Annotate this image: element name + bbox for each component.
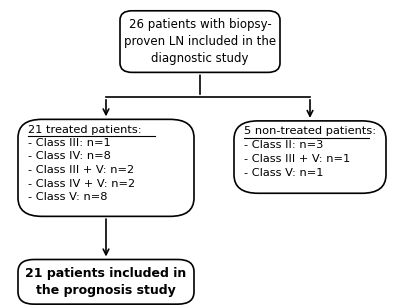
Text: 5 non-treated patients:: 5 non-treated patients:: [244, 127, 376, 136]
FancyBboxPatch shape: [120, 11, 280, 72]
Text: 26 patients with biopsy-
proven LN included in the
diagnostic study: 26 patients with biopsy- proven LN inclu…: [124, 18, 276, 65]
FancyBboxPatch shape: [234, 121, 386, 193]
Text: 21 patients included in
the prognosis study: 21 patients included in the prognosis st…: [25, 267, 187, 297]
Text: - Class III: n=1
- Class IV: n=8
- Class III + V: n=2
- Class IV + V: n=2
- Clas: - Class III: n=1 - Class IV: n=8 - Class…: [28, 138, 135, 202]
FancyBboxPatch shape: [18, 119, 194, 216]
Text: 21 treated patients:: 21 treated patients:: [28, 125, 142, 135]
FancyBboxPatch shape: [18, 259, 194, 304]
Text: - Class II: n=3
- Class III + V: n=1
- Class V: n=1: - Class II: n=3 - Class III + V: n=1 - C…: [244, 140, 350, 178]
